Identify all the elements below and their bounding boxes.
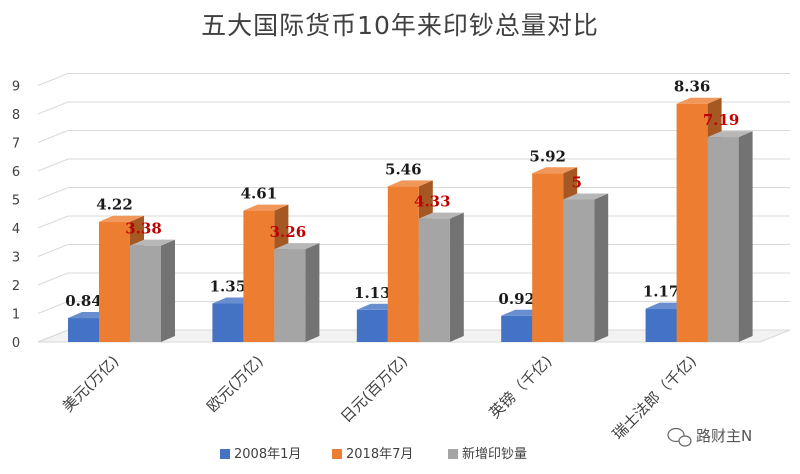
data-label: 1.17 xyxy=(643,283,680,301)
y-tick-label: 5 xyxy=(12,194,20,209)
bar-front xyxy=(501,315,533,342)
gridline xyxy=(37,73,790,86)
wechat-bubble-large xyxy=(667,427,685,443)
bar-3-2 xyxy=(274,243,320,342)
bar-front xyxy=(356,309,388,342)
bar-front xyxy=(563,199,595,342)
bar-side xyxy=(449,212,464,342)
watermark: 路财主N xyxy=(667,427,752,447)
category-label: 欧元(万亿) xyxy=(203,352,266,415)
data-label: 7.19 xyxy=(703,111,740,129)
y-tick-label: 0 xyxy=(12,336,20,351)
legend-swatch xyxy=(220,449,230,459)
y-tick-label: 2 xyxy=(12,279,20,294)
bar-front xyxy=(532,173,564,342)
data-label: 8.36 xyxy=(674,78,711,96)
gridline xyxy=(37,101,790,115)
bar-side xyxy=(161,239,175,342)
bar-side xyxy=(738,131,753,342)
bar-front xyxy=(68,318,99,342)
bar-3-3 xyxy=(418,212,464,342)
bar-front xyxy=(243,210,275,342)
bar-front xyxy=(274,249,306,342)
y-tick-label: 7 xyxy=(12,137,20,152)
data-label: 1.35 xyxy=(210,278,247,296)
bar-top xyxy=(532,167,578,174)
category-label: 瑞士法郎（千亿) xyxy=(609,352,700,443)
category-label: 美元(万亿) xyxy=(59,352,122,415)
category-label: 日元(百万亿) xyxy=(337,352,411,426)
data-label: 3.26 xyxy=(270,223,307,241)
bar-3-4 xyxy=(563,193,609,342)
data-label: 3.38 xyxy=(125,220,162,238)
bar-top xyxy=(563,193,609,200)
y-tick-label: 4 xyxy=(12,222,20,237)
y-tick-label: 6 xyxy=(12,165,20,180)
bar-front xyxy=(645,308,677,342)
category-label: 英镑（千亿) xyxy=(486,352,556,422)
legend-swatch xyxy=(448,449,458,459)
chart-title: 五大国际货币10年来印钞总量对比 xyxy=(201,11,599,40)
gridline xyxy=(37,130,790,143)
bar-top xyxy=(99,215,144,222)
bar-3-1 xyxy=(130,239,175,342)
wechat-bubble-small xyxy=(678,435,692,447)
y-tick-label: 9 xyxy=(12,80,20,95)
bar-3-5 xyxy=(707,131,753,342)
bar-front xyxy=(212,303,244,342)
bar-front xyxy=(387,186,419,342)
legend: 2008年1月 2018年7月 新增印钞量 xyxy=(220,446,527,462)
bar-top xyxy=(418,212,464,219)
gridline xyxy=(37,158,790,172)
data-label: 5 xyxy=(571,174,581,192)
data-label: 5.46 xyxy=(385,160,422,178)
bar-side xyxy=(594,193,609,342)
legend-label: 新增印钞量 xyxy=(462,446,527,462)
data-label: 5.92 xyxy=(529,147,566,165)
wechat-icon xyxy=(667,427,692,447)
bar-top xyxy=(707,131,753,138)
bar-front xyxy=(418,218,450,342)
bar-top xyxy=(387,180,433,187)
bar-front xyxy=(130,245,161,342)
bar-front xyxy=(676,103,708,343)
data-label: 0.84 xyxy=(65,292,102,310)
y-tick-label: 1 xyxy=(12,308,20,323)
y-tick-label: 8 xyxy=(12,108,20,123)
bar-top xyxy=(243,204,289,211)
bar-top xyxy=(130,239,175,246)
bar-front xyxy=(707,137,739,342)
data-label: 4.33 xyxy=(414,193,451,211)
legend-swatch xyxy=(332,449,342,459)
data-label: 0.92 xyxy=(498,290,535,308)
watermark-text: 路财主N xyxy=(696,427,752,445)
bar-side xyxy=(305,243,320,342)
bar-top xyxy=(676,97,722,104)
legend-label: 2008年1月 xyxy=(234,447,301,462)
data-label: 4.22 xyxy=(96,196,133,214)
data-label: 1.13 xyxy=(354,284,391,302)
bar-front xyxy=(99,221,130,342)
data-label: 4.61 xyxy=(241,185,278,203)
bar-top xyxy=(274,243,320,250)
y-tick-label: 3 xyxy=(12,251,20,266)
legend-label: 2018年7月 xyxy=(346,447,413,462)
